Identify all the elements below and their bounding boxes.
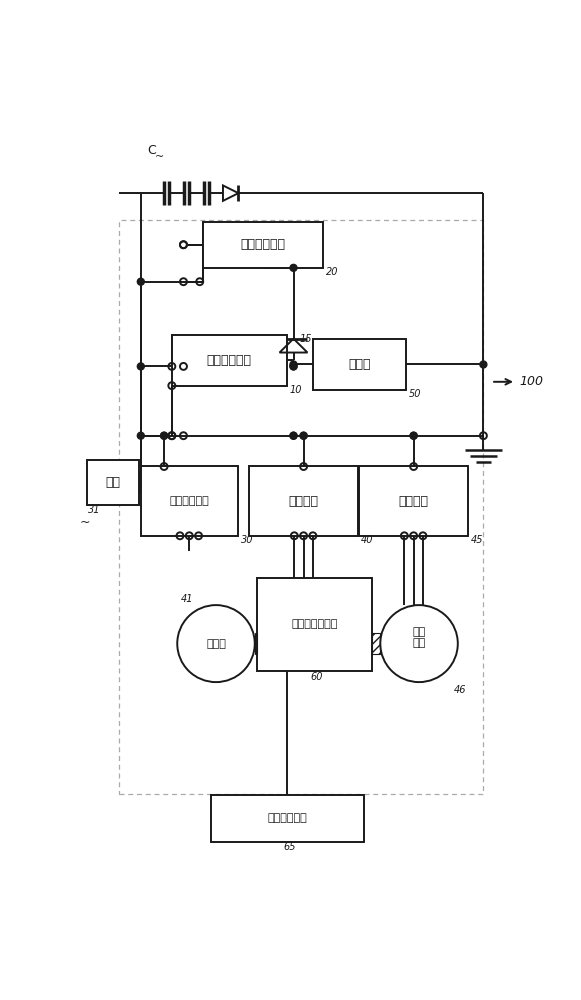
Bar bbox=[249, 466, 358, 536]
Text: 65: 65 bbox=[284, 842, 296, 852]
Circle shape bbox=[290, 363, 297, 370]
Text: 负载控制电路: 负载控制电路 bbox=[170, 496, 209, 506]
Bar bbox=[257, 578, 372, 671]
Circle shape bbox=[160, 432, 167, 439]
Text: 负载: 负载 bbox=[105, 476, 120, 489]
Text: 整流电路: 整流电路 bbox=[289, 495, 318, 508]
Text: ~: ~ bbox=[80, 515, 90, 528]
Bar bbox=[141, 466, 238, 536]
Text: 41: 41 bbox=[181, 594, 193, 604]
Text: 起动
可达: 起动 可达 bbox=[413, 627, 426, 648]
Circle shape bbox=[290, 363, 297, 370]
Text: 100: 100 bbox=[519, 375, 543, 388]
Text: 恒定电流电路: 恒定电流电路 bbox=[207, 354, 252, 367]
Text: 外部驱动装置: 外部驱动装置 bbox=[267, 813, 307, 823]
Circle shape bbox=[290, 432, 297, 439]
Circle shape bbox=[410, 432, 417, 439]
Text: C: C bbox=[148, 144, 156, 157]
Text: 15: 15 bbox=[300, 334, 312, 344]
Text: 30: 30 bbox=[241, 535, 253, 545]
Bar bbox=[203, 222, 323, 268]
Bar bbox=[360, 466, 468, 536]
Text: 46: 46 bbox=[454, 685, 467, 695]
Text: 60: 60 bbox=[311, 672, 323, 682]
Circle shape bbox=[137, 363, 144, 370]
Text: 电压检测电路: 电压检测电路 bbox=[241, 238, 285, 251]
Bar bbox=[210, 795, 364, 842]
Text: 20: 20 bbox=[326, 267, 339, 277]
Text: 45: 45 bbox=[471, 535, 483, 545]
Circle shape bbox=[160, 432, 167, 439]
Bar bbox=[172, 335, 286, 386]
Bar bbox=[313, 339, 406, 389]
Bar bbox=[119, 220, 483, 794]
Circle shape bbox=[137, 278, 144, 285]
Bar bbox=[372, 633, 381, 654]
Text: 驱动电路: 驱动电路 bbox=[399, 495, 429, 508]
Circle shape bbox=[410, 432, 417, 439]
Bar bbox=[87, 460, 139, 505]
Text: 50: 50 bbox=[409, 389, 421, 399]
Bar bbox=[254, 633, 257, 654]
Circle shape bbox=[480, 361, 487, 368]
Circle shape bbox=[290, 361, 297, 368]
Circle shape bbox=[137, 432, 144, 439]
Text: 31: 31 bbox=[88, 505, 101, 515]
Text: 发电机: 发电机 bbox=[206, 639, 226, 649]
Text: 10: 10 bbox=[289, 385, 302, 395]
Text: ~: ~ bbox=[155, 152, 164, 162]
Text: 控制部: 控制部 bbox=[348, 358, 371, 371]
Circle shape bbox=[300, 432, 307, 439]
Circle shape bbox=[290, 432, 297, 439]
Text: 40: 40 bbox=[361, 535, 374, 545]
Circle shape bbox=[290, 264, 297, 271]
Circle shape bbox=[300, 432, 307, 439]
Text: 引擎（内燃机）: 引擎（内燃机） bbox=[291, 619, 338, 629]
